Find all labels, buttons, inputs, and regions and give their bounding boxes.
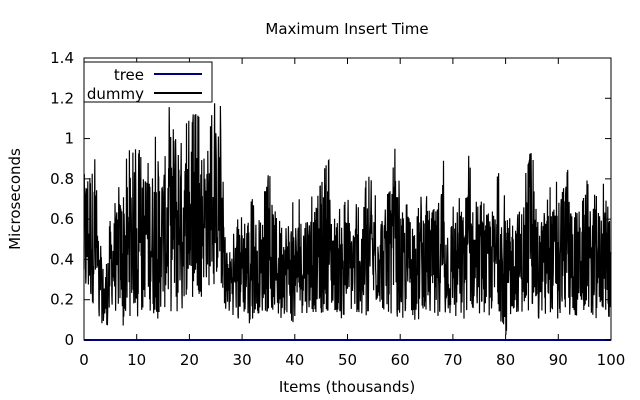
legend-label-dummy: dummy — [87, 85, 144, 103]
y-axis: 0 0.2 0.4 0.6 0.8 1 1.2 1.4 — [50, 49, 611, 349]
series-dummy-line — [83, 103, 612, 335]
y-tick-label: 0 — [64, 331, 74, 349]
y-tick-label: 0.4 — [50, 250, 74, 268]
x-tick-label: 80 — [496, 351, 515, 369]
x-tick-label: 60 — [391, 351, 410, 369]
chart-title: Maximum Insert Time — [265, 20, 428, 38]
y-tick-label: 1.4 — [50, 49, 74, 67]
x-tick-label: 70 — [443, 351, 462, 369]
legend-label-tree: tree — [114, 66, 144, 84]
x-axis: 0 10 20 30 40 50 60 70 80 90 100 — [79, 58, 625, 369]
x-tick-label: 90 — [549, 351, 568, 369]
x-tick-label: 40 — [285, 351, 304, 369]
y-tick-label: 0.8 — [50, 170, 74, 188]
y-tick-label: 1 — [64, 130, 74, 148]
x-tick-label: 30 — [233, 351, 252, 369]
y-tick-label: 0.6 — [50, 210, 74, 228]
x-tick-label: 0 — [79, 351, 89, 369]
legend: tree dummy — [83, 61, 213, 103]
x-tick-label: 100 — [597, 351, 626, 369]
y-axis-label: Microseconds — [6, 148, 24, 250]
y-tick-label: 1.2 — [50, 89, 74, 107]
x-axis-label: Items (thousands) — [279, 378, 415, 396]
y-tick-label: 0.2 — [50, 291, 74, 309]
x-tick-label: 10 — [127, 351, 146, 369]
x-tick-label: 20 — [180, 351, 199, 369]
legend-box — [83, 61, 213, 103]
x-tick-label: 50 — [338, 351, 357, 369]
series-dummy — [83, 103, 612, 335]
